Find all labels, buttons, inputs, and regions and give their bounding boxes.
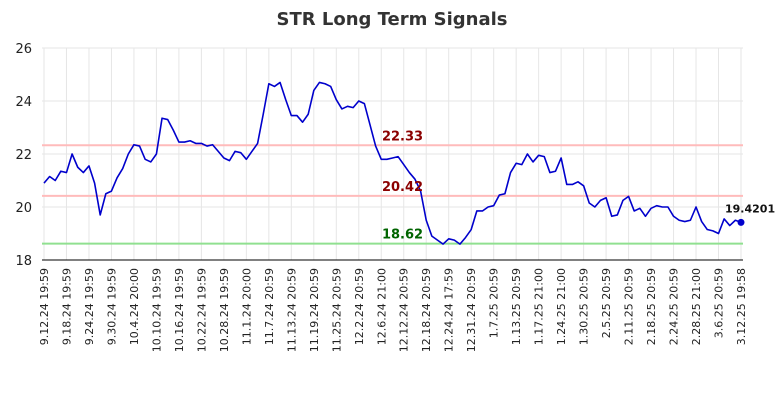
signal-label: 18.62 [382, 228, 423, 243]
x-tick-label: 12.12.24 20:59 [398, 268, 411, 352]
x-tick-label: 12.24.24 17:59 [443, 268, 456, 352]
x-tick-label: 10.22.24 19:59 [195, 268, 208, 352]
x-tick-label: 12.6.24 21:00 [375, 268, 388, 345]
x-tick-label: 12.31.24 20:59 [465, 268, 478, 352]
y-tick-label: 20 [15, 201, 32, 216]
labels: 19.4201 22.33 20.42 18.62 [382, 129, 775, 242]
x-tick-label: 12.2.24 20:59 [353, 268, 366, 345]
x-tick-label: 11.1.24 20:00 [240, 268, 253, 345]
x-tick-label: 2.28.25 21:00 [690, 268, 703, 345]
x-tick-label: 10.10.24 19:59 [150, 268, 163, 352]
x-tick-label: 1.7.25 20:59 [488, 268, 501, 338]
x-tick-label: 2.24.25 20:59 [668, 268, 681, 345]
x-tick-label: 9.18.24 19:59 [60, 268, 73, 345]
x-tick-label: 11.7.24 20:59 [263, 268, 276, 345]
x-tick-label: 9.24.24 19:59 [83, 268, 96, 345]
x-tick-label: 10.16.24 19:59 [173, 268, 186, 352]
x-tick-label: 3.6.25 20:59 [713, 268, 726, 338]
x-tick-label: 12.18.24 20:59 [420, 268, 433, 352]
y-tick-label: 26 [15, 42, 32, 57]
x-tick-label: 3.12.25 19:58 [735, 268, 748, 345]
x-tick-label: 2.18.25 20:59 [645, 268, 658, 345]
x-tick-label: 9.12.24 19:59 [38, 268, 51, 345]
y-tick-label: 24 [15, 95, 32, 110]
axes: 18 20 22 24 26 9.12.24 19:59 9.18.24 19:59 9.24… [15, 42, 748, 352]
x-tick-label: 1.30.25 20:59 [578, 268, 591, 345]
series-layer [43, 81, 745, 245]
last-point-marker [737, 218, 745, 226]
x-tick-label: 11.13.24 20:59 [285, 268, 298, 352]
x-tick-label: 10.28.24 19:59 [218, 268, 231, 352]
x-tick-label: 1.24.25 21:00 [555, 268, 568, 345]
x-tick-label: 11.19.24 20:59 [308, 268, 321, 352]
grid [42, 47, 743, 261]
signal-label: 22.33 [382, 129, 423, 144]
x-tick-label: 2.11.25 20:59 [623, 268, 636, 345]
signal-label: 20.42 [382, 180, 423, 195]
signal-lines [42, 144, 743, 245]
x-tick-label: 2.5.25 20:59 [600, 268, 613, 338]
series-line [43, 81, 742, 245]
x-tick-label: 1.17.25 21:00 [533, 268, 546, 345]
chart-title: STR Long Term Signals [276, 9, 507, 30]
y-tick-label: 22 [15, 148, 32, 163]
x-tick-label: 1.13.25 20:59 [510, 268, 523, 345]
y-tick-label: 18 [15, 254, 32, 269]
last-value-label: 19.4201 [725, 202, 775, 215]
x-tick-label: 10.4.24 20:00 [128, 268, 141, 345]
x-tick-label: 11.25.24 20:59 [330, 268, 343, 352]
x-tick-label: 9.30.24 19:59 [105, 268, 118, 345]
